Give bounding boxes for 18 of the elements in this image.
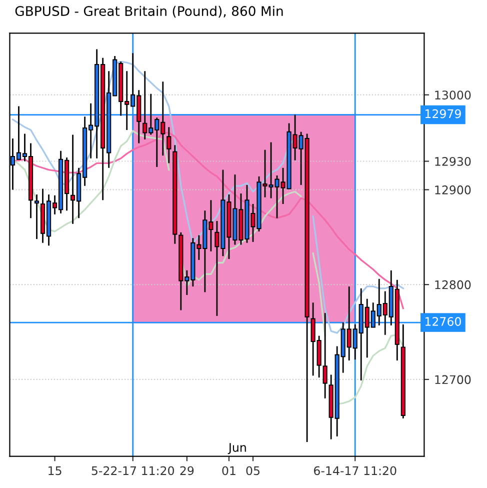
x-tick-label: 6-14-17 11:20 [314,466,396,476]
x-tick-label: 01 [222,466,236,476]
annotation: Jun [228,443,246,454]
candlestick [322,312,328,400]
y-tick-label: 13000 [435,90,471,100]
y-tick-label: 12800 [435,280,471,290]
y-tick-label: 12900 [435,185,471,194]
x-tick-label: 5-22-17 11:20 [92,466,174,476]
chart-title: GBPUSD - Great Britain (Pound), 860 Min [15,6,283,18]
ref-line-label: 12979 [425,109,461,118]
ref-line-label: 12760 [425,317,461,326]
y-tick-label: 12930 [435,156,471,166]
x-tick-label: 15 [48,466,62,476]
candlestick [166,126,172,164]
candlestick [34,194,40,240]
x-tick-label: 29 [180,466,194,476]
x-tick-label: 05 [246,466,260,476]
y-tick-label: 12700 [435,375,471,384]
